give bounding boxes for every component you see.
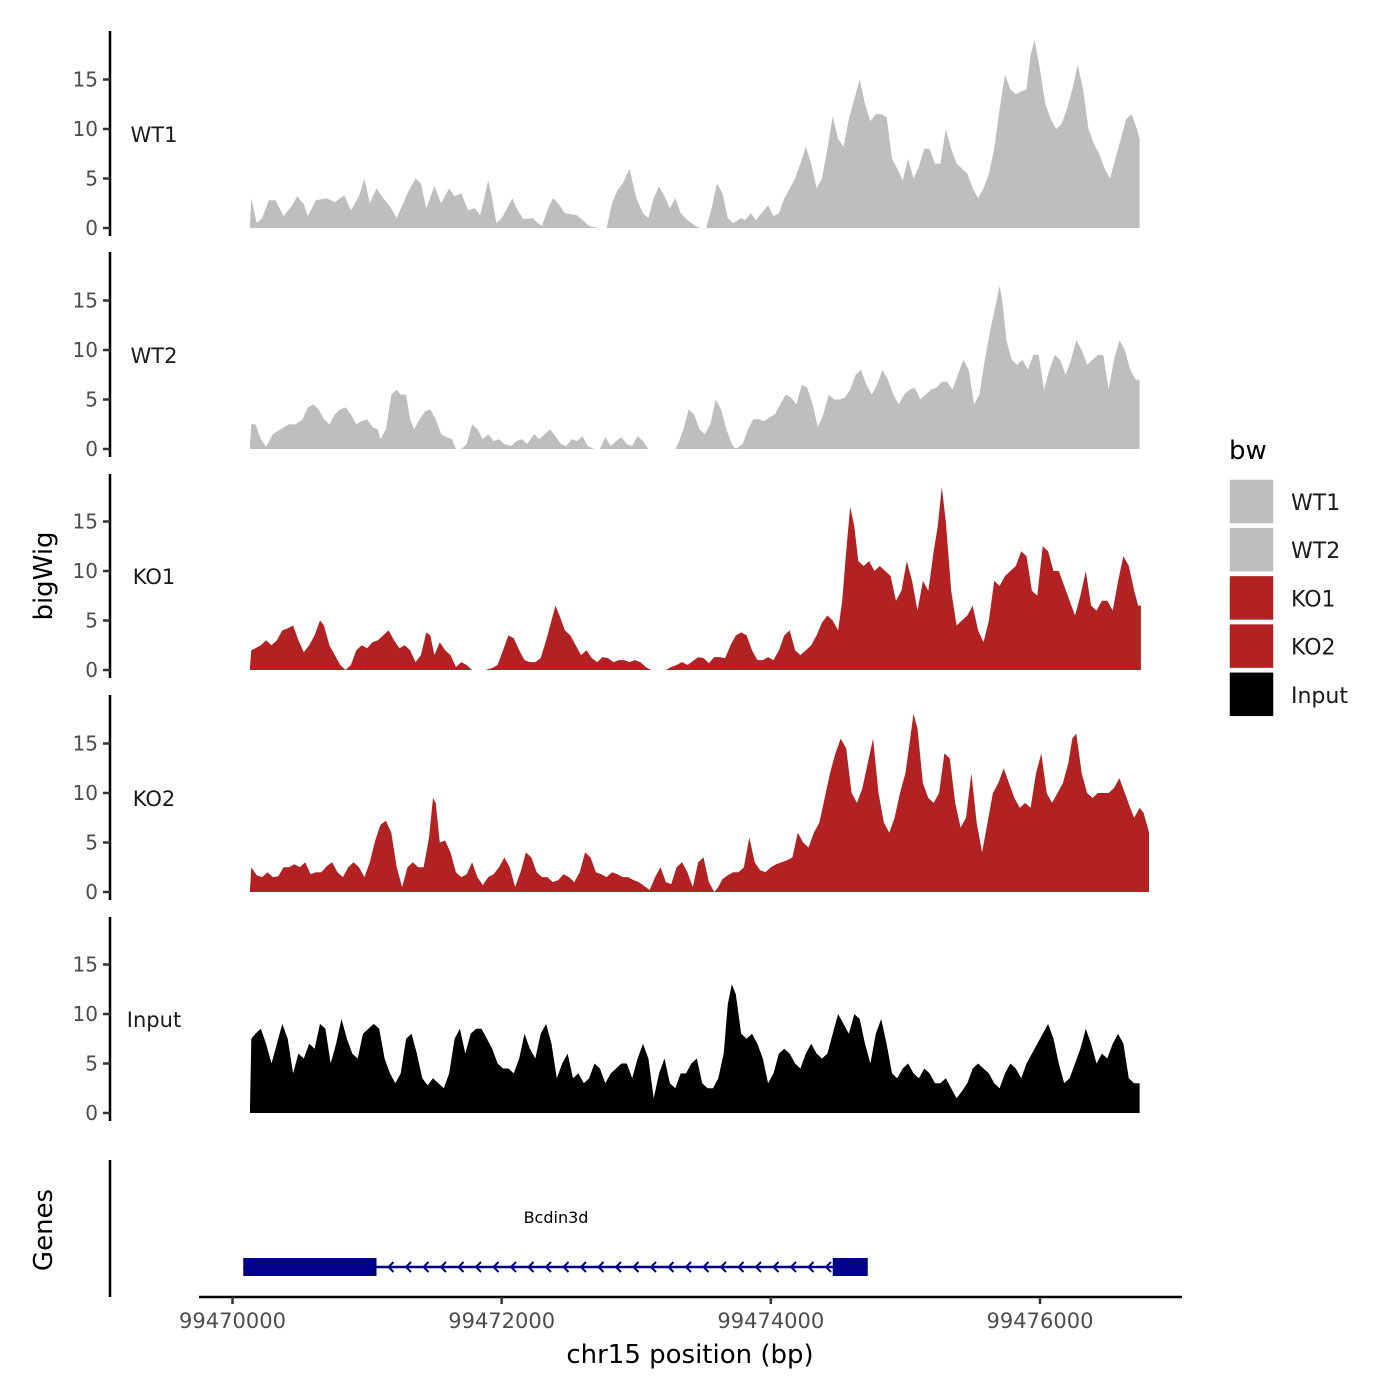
strand-arrow (702, 1261, 710, 1273)
track-input: 0 5 10 15 Input (73, 917, 1140, 1125)
strand-arrow (684, 1261, 692, 1273)
legend-key-wt1 (1228, 478, 1275, 525)
legend-title: bw (1229, 436, 1267, 466)
y-tick-label: 0 (85, 1101, 98, 1125)
strand-arrow (562, 1261, 570, 1273)
y-tick-label: 10 (73, 117, 98, 141)
strand-arrow (422, 1261, 430, 1273)
strand-arrow (457, 1261, 465, 1273)
strand-arrow (754, 1261, 762, 1273)
y-tick-label: 0 (85, 880, 98, 904)
strand-arrow (439, 1261, 447, 1273)
y-tick-label: 0 (85, 437, 98, 461)
strand-arrow (789, 1261, 797, 1273)
x-tick-label: 99476000 (987, 1309, 1094, 1333)
strand-arrow (474, 1261, 482, 1273)
gene-exon (832, 1258, 868, 1276)
strand-arrow (667, 1261, 675, 1273)
legend: bw WT1 WT2 KO1 KO2 Input (1228, 436, 1348, 718)
strand-arrow (404, 1261, 412, 1273)
coverage-area-ko1 (250, 486, 1141, 670)
gene-label: Bcdin3d (524, 1208, 589, 1227)
y-tick-label: 5 (85, 167, 98, 191)
gene-track: Bcdin3d (108, 1160, 868, 1297)
coverage-area-wt2 (250, 285, 1140, 449)
legend-label-ko1: KO1 (1291, 587, 1336, 612)
gene-bcdin3d: Bcdin3d (243, 1208, 868, 1276)
y-tick-label: 10 (73, 781, 98, 805)
strand-arrow (737, 1261, 745, 1273)
y-tick-label: 15 (73, 953, 98, 977)
y-tick-label: 15 (73, 68, 98, 92)
gene-exon (243, 1258, 377, 1276)
y-tick-label: 10 (73, 559, 98, 583)
strand-arrow (807, 1261, 815, 1273)
legend-label-wt2: WT2 (1291, 539, 1340, 564)
y-tick-label: 15 (73, 732, 98, 756)
strand-arrow (597, 1261, 605, 1273)
y-tick-label: 5 (85, 609, 98, 633)
legend-label-wt1: WT1 (1291, 491, 1340, 516)
coverage-area-wt1 (250, 39, 1140, 229)
x-axis: 99470000 99472000 99474000 99476000 (179, 1295, 1182, 1333)
strand-arrow (492, 1261, 500, 1273)
y-tick-label: 5 (85, 388, 98, 412)
track-label-wt1: WT1 (131, 123, 178, 147)
y-tick-label: 10 (73, 1002, 98, 1026)
y-tick-label: 15 (73, 510, 98, 534)
x-tick-label: 99470000 (179, 1309, 286, 1333)
track-label-ko2: KO2 (133, 787, 176, 811)
coverage-tracks: 0 5 10 15 WT1 0 5 10 15 WT2 0 5 10 15 KO1 0 5 10 15 KO2 0 5 10… (73, 31, 1149, 1125)
legend-key-wt2 (1228, 526, 1275, 573)
y-tick-label: 5 (85, 1052, 98, 1076)
legend-key-ko2 (1228, 622, 1275, 670)
strand-arrow (632, 1261, 640, 1273)
strand-arrow (649, 1261, 657, 1273)
x-tick-label: 99472000 (448, 1309, 555, 1333)
y-tick-label: 0 (85, 216, 98, 240)
track-ko1: 0 5 10 15 KO1 (73, 474, 1141, 682)
x-axis-title: chr15 position (bp) (566, 1340, 813, 1370)
genes-axis-title: Genes (29, 1189, 59, 1271)
track-label-ko1: KO1 (133, 565, 176, 589)
track-wt1: 0 5 10 15 WT1 (73, 31, 1140, 240)
y-axis-title: bigWig (29, 531, 59, 620)
coverage-area-input (250, 984, 1140, 1113)
y-tick-label: 0 (85, 658, 98, 682)
strand-arrow (527, 1261, 535, 1273)
legend-key-input (1228, 671, 1275, 718)
strand-arrow (719, 1261, 727, 1273)
strand-arrow (772, 1261, 780, 1273)
strand-arrow (387, 1261, 395, 1273)
track-label-wt2: WT2 (131, 344, 178, 368)
y-tick-label: 10 (73, 338, 98, 362)
legend-label-ko2: KO2 (1291, 636, 1336, 661)
strand-arrow (544, 1261, 552, 1273)
strand-arrow (579, 1261, 587, 1273)
track-ko2: 0 5 10 15 KO2 (73, 695, 1149, 904)
x-tick-label: 99474000 (717, 1309, 824, 1333)
coverage-area-ko2 (250, 713, 1149, 892)
legend-label-input: Input (1291, 684, 1348, 709)
strand-arrow (824, 1261, 832, 1273)
strand-arrow (509, 1261, 517, 1273)
track-wt2: 0 5 10 15 WT2 (73, 252, 1140, 461)
legend-key-ko1 (1228, 574, 1275, 622)
track-label-input: Input (127, 1008, 181, 1032)
strand-arrow (614, 1261, 622, 1273)
y-tick-label: 15 (73, 289, 98, 313)
y-tick-label: 5 (85, 831, 98, 855)
